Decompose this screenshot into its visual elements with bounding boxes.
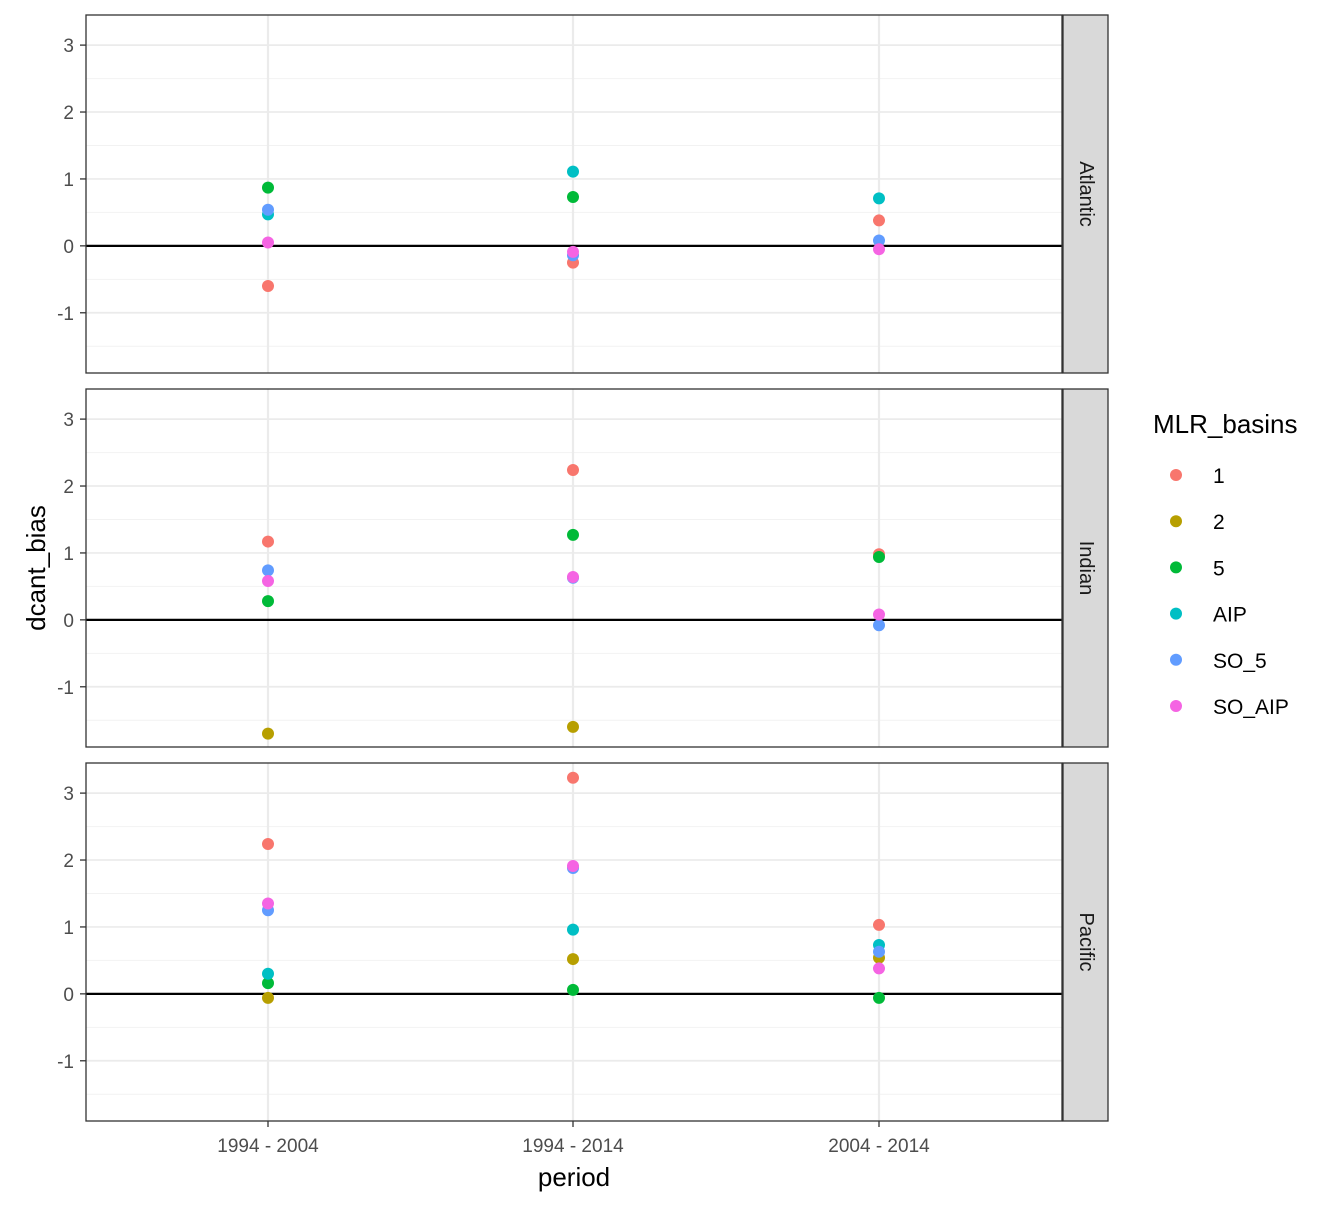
data-point-pacific-5 — [262, 977, 274, 990]
legend-key — [1170, 700, 1182, 712]
y-tick-label: 1 — [63, 544, 74, 565]
data-point-indian-1 — [567, 463, 579, 476]
data-point-pacific-so-aip — [567, 860, 579, 873]
legend-label: SO_5 — [1213, 650, 1267, 673]
data-point-pacific-aip — [262, 967, 274, 980]
legend-key — [1170, 607, 1182, 620]
x-tick-label: 2004 - 2014 — [828, 1136, 930, 1157]
legend-title: MLR_basins — [1153, 409, 1298, 439]
legend-key — [1170, 653, 1182, 666]
y-tick-label: 0 — [63, 237, 74, 258]
y-tick-label: -1 — [57, 678, 74, 699]
panel-border-atlantic — [85, 14, 1063, 374]
facet-strip-label-indian: Indian — [1075, 541, 1097, 596]
data-point-pacific-so-aip — [873, 962, 885, 975]
data-point-atlantic-1 — [873, 214, 885, 227]
x-tick-label: 1994 - 2004 — [217, 1136, 319, 1157]
legend-label: 1 — [1213, 465, 1225, 488]
y-tick-label: 1 — [63, 170, 74, 191]
y-tick-label: -1 — [57, 1052, 74, 1073]
y-tick-label: 0 — [63, 611, 74, 632]
data-point-indian-so-5 — [873, 619, 885, 632]
data-point-indian-1 — [262, 535, 274, 548]
facet-strip-pacific — [1062, 762, 1109, 1122]
data-point-atlantic-5 — [262, 181, 274, 194]
data-point-indian-2 — [262, 727, 274, 740]
y-tick-label: 2 — [63, 851, 74, 872]
legend-label: 5 — [1213, 557, 1225, 580]
y-tick-label: 0 — [63, 985, 74, 1006]
y-tick-label: 3 — [63, 410, 74, 431]
data-point-pacific-5 — [567, 983, 579, 996]
legend-label: AIP — [1213, 604, 1247, 627]
data-point-atlantic-so-aip — [262, 236, 274, 249]
facet-strip-atlantic — [1062, 14, 1109, 374]
data-point-atlantic-so-aip — [873, 243, 885, 256]
data-point-atlantic-so-aip — [567, 245, 579, 258]
data-point-indian-so-aip — [262, 575, 274, 588]
data-point-pacific-1 — [567, 771, 579, 784]
panel-border-indian — [85, 388, 1063, 748]
data-point-indian-so-aip — [873, 608, 885, 621]
y-tick-label: 3 — [63, 784, 74, 805]
y-tick-label: 2 — [63, 103, 74, 124]
x-tick-label: 1994 - 2014 — [522, 1136, 624, 1157]
legend-label: SO_AIP — [1213, 696, 1289, 719]
data-point-atlantic-aip — [873, 192, 885, 205]
data-point-indian-5 — [567, 528, 579, 541]
facet-strip-label-atlantic: Atlantic — [1075, 161, 1097, 227]
data-point-atlantic-so-5 — [873, 234, 885, 247]
data-point-pacific-aip — [567, 923, 579, 936]
data-point-atlantic-aip — [567, 165, 579, 178]
data-point-pacific-so-aip — [262, 897, 274, 910]
data-point-atlantic-5 — [567, 191, 579, 204]
data-point-pacific-1 — [873, 918, 885, 931]
data-point-indian-2 — [567, 720, 579, 733]
legend-key — [1170, 469, 1182, 481]
data-point-indian-so-aip — [567, 571, 579, 584]
legend-label: 2 — [1213, 511, 1225, 534]
data-point-indian-5 — [873, 550, 885, 563]
y-tick-label: 2 — [63, 477, 74, 498]
y-tick-label: 1 — [63, 918, 74, 939]
data-point-atlantic-1 — [262, 280, 274, 293]
data-point-pacific-2 — [262, 991, 274, 1004]
x-axis-title: period — [538, 1162, 610, 1192]
data-point-pacific-1 — [262, 837, 274, 850]
data-point-indian-5 — [262, 595, 274, 608]
data-point-pacific-2 — [567, 953, 579, 966]
data-point-pacific-5 — [873, 991, 885, 1004]
y-axis-title: dcant_bias — [21, 505, 51, 631]
facet-strip-label-pacific: Pacific — [1075, 913, 1097, 972]
legend-key — [1170, 561, 1182, 574]
facet-strip-indian — [1062, 388, 1109, 748]
legend-key — [1170, 515, 1182, 528]
data-point-atlantic-so-5 — [262, 203, 274, 216]
data-point-pacific-so-5 — [873, 945, 885, 958]
y-tick-label: -1 — [57, 304, 74, 325]
data-point-indian-so-5 — [262, 564, 274, 577]
y-tick-label: 3 — [63, 36, 74, 57]
panel-border-pacific — [85, 762, 1063, 1122]
